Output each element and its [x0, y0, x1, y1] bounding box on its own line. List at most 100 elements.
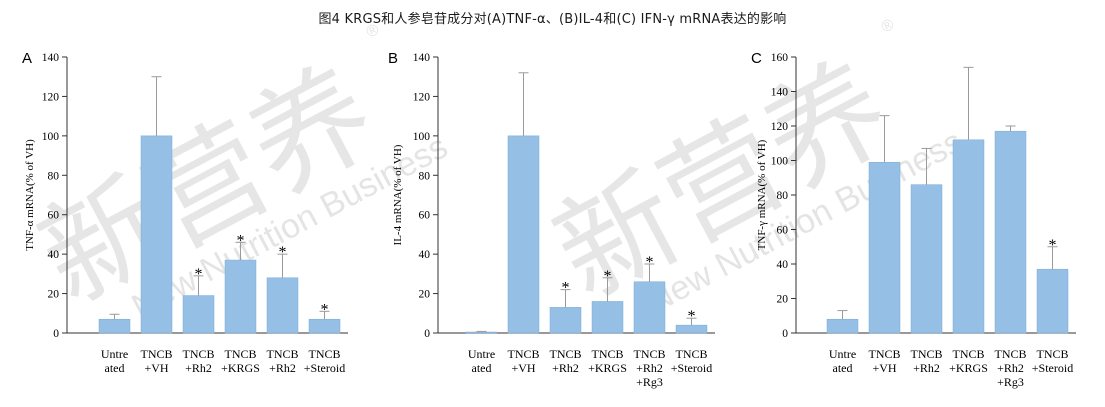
y-tick-label: 20 — [48, 289, 60, 301]
category-label: TNCB — [224, 347, 256, 361]
y-tick-label: 80 — [48, 170, 60, 182]
category-label: +VH — [144, 361, 168, 375]
y-tick-label: 40 — [777, 259, 789, 271]
significance-marker: * — [604, 268, 612, 285]
y-tick-label: 120 — [413, 91, 431, 103]
bar — [266, 277, 299, 334]
category-label: TNCB — [633, 347, 665, 361]
y-tick-label: 60 — [419, 210, 431, 222]
category-label: TNCB — [591, 347, 623, 361]
y-tick-label: 0 — [424, 328, 430, 340]
bar — [675, 324, 708, 334]
category-label: +VH — [872, 361, 896, 375]
y-tick-label: 60 — [48, 210, 60, 222]
y-tick-label: 60 — [777, 225, 789, 237]
category-label: TNCB — [868, 347, 900, 361]
category-label: TNCB — [994, 347, 1026, 361]
category-label: +Steroid — [671, 361, 712, 375]
bar — [868, 161, 901, 334]
chart-panel-a: A 0 20 40 60 80 100 120 140 TNF-α mRNA(% of VH) Un… — [22, 50, 348, 375]
category-label: +Rh2 — [269, 361, 296, 375]
category-label: TNCB — [507, 347, 539, 361]
bar — [98, 318, 131, 334]
category-label: +Rh2 — [913, 361, 940, 375]
y-tick-label: 100 — [413, 131, 431, 143]
significance-marker: * — [646, 254, 654, 271]
category-label: Untre — [468, 347, 495, 361]
bar — [140, 135, 173, 334]
y-tick-label: 0 — [782, 328, 788, 340]
y-axis-label: TNF-γ mRNA(% of VH) — [756, 139, 768, 250]
category-label: TNCB — [140, 347, 172, 361]
significance-marker: * — [1049, 237, 1057, 254]
category-label: Untre — [101, 347, 128, 361]
y-tick-label: 20 — [777, 294, 789, 306]
category-label: ated — [833, 361, 853, 375]
y-axis-label: TNF-α mRNA(% of VH) — [24, 139, 36, 251]
category-label: +KRGS — [221, 361, 260, 375]
significance-marker: * — [237, 232, 245, 249]
y-tick-label: 140 — [42, 52, 60, 64]
bar — [308, 318, 341, 334]
category-label: TNCB — [910, 347, 942, 361]
category-label: Untre — [829, 347, 856, 361]
category-label: ated — [472, 361, 492, 375]
bar — [507, 135, 540, 334]
category-label: +Steroid — [1032, 361, 1073, 375]
category-label: +Rg3 — [636, 375, 663, 389]
category-label: TNCB — [675, 347, 707, 361]
y-tick-label: 80 — [419, 170, 431, 182]
category-label: +KRGS — [949, 361, 988, 375]
category-label: +Rh2 — [185, 361, 212, 375]
y-tick-label: 160 — [771, 52, 789, 64]
significance-marker: * — [562, 280, 570, 297]
category-label: ated — [105, 361, 125, 375]
bar — [591, 301, 624, 334]
category-label: +Rg3 — [997, 375, 1024, 389]
y-tick-label: 40 — [419, 249, 431, 261]
category-label: +KRGS — [588, 361, 627, 375]
y-tick-label: 20 — [419, 289, 431, 301]
bar — [826, 318, 859, 334]
significance-marker: * — [195, 266, 203, 283]
bar — [465, 331, 498, 334]
bar — [994, 130, 1027, 334]
watermark-registered-mark: ® — [879, 16, 898, 37]
panel-label: C — [751, 50, 762, 67]
bar — [952, 139, 985, 334]
category-label: TNCB — [308, 347, 340, 361]
y-tick-label: 0 — [53, 328, 59, 340]
figure-title: 图4 KRGS和人参皂苷成分对(A)TNF-α、(B)IL-4和(C) IFN-… — [318, 12, 787, 27]
y-tick-label: 100 — [42, 131, 60, 143]
bar — [633, 281, 666, 334]
panel-label: A — [22, 50, 32, 67]
chart-panel-b: B 0 20 40 60 80 100 120 140 IL-4 mRNA(% of VH) Unt… — [388, 50, 715, 389]
category-label: +Rh2 — [997, 361, 1024, 375]
significance-marker: * — [321, 301, 329, 318]
category-label: +VH — [511, 361, 535, 375]
y-tick-label: 40 — [48, 249, 60, 261]
panel-label: B — [388, 50, 398, 67]
y-axis-label: IL-4 mRNA(% of VH) — [392, 144, 404, 245]
bar — [224, 259, 257, 334]
category-label: TNCB — [266, 347, 298, 361]
y-tick-label: 120 — [42, 91, 60, 103]
y-tick-label: 140 — [771, 87, 789, 99]
bar — [182, 295, 215, 334]
category-label: TNCB — [182, 347, 214, 361]
category-label: TNCB — [1036, 347, 1068, 361]
category-label: +Rh2 — [552, 361, 579, 375]
bar — [549, 307, 582, 334]
y-tick-label: 80 — [777, 190, 789, 202]
bar — [910, 184, 943, 334]
y-tick-label: 140 — [413, 52, 431, 64]
significance-marker: * — [279, 244, 287, 261]
category-label: +Rh2 — [636, 361, 663, 375]
watermark-registered-mark: ® — [364, 21, 383, 42]
y-tick-label: 120 — [771, 121, 789, 133]
y-tick-label: 100 — [771, 156, 789, 168]
significance-marker: * — [688, 308, 696, 325]
category-label: +Steroid — [304, 361, 345, 375]
category-label: TNCB — [952, 347, 984, 361]
